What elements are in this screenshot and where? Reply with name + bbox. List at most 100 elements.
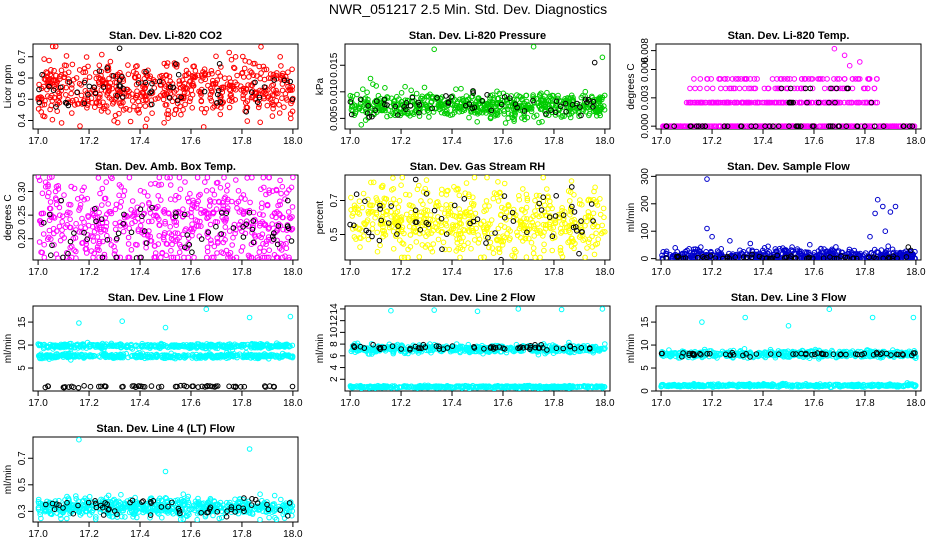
data-point bbox=[384, 113, 390, 120]
data-point bbox=[276, 102, 282, 108]
data-point bbox=[531, 233, 538, 239]
data-point bbox=[456, 104, 462, 110]
data-point bbox=[533, 112, 540, 119]
x-tick-label: 17.4 bbox=[442, 398, 462, 409]
data-point bbox=[112, 79, 118, 85]
data-point bbox=[348, 194, 354, 201]
data-point bbox=[660, 249, 667, 255]
data-point bbox=[85, 63, 91, 70]
y-tick-label: 0.5 bbox=[17, 92, 28, 106]
data-point bbox=[65, 102, 72, 109]
data-point bbox=[89, 223, 96, 230]
data-point bbox=[263, 191, 269, 198]
data-point bbox=[835, 123, 842, 129]
data-point bbox=[838, 249, 845, 256]
data-point bbox=[889, 246, 896, 253]
data-point bbox=[178, 94, 184, 101]
data-point bbox=[271, 343, 277, 349]
data-point bbox=[789, 244, 795, 250]
data-point bbox=[259, 90, 266, 96]
data-point bbox=[697, 76, 704, 82]
data-point bbox=[50, 214, 57, 220]
data-point bbox=[826, 123, 832, 129]
data-point bbox=[116, 45, 123, 52]
data-point bbox=[349, 213, 356, 219]
data-point bbox=[126, 107, 133, 113]
data-point bbox=[523, 204, 530, 211]
data-point bbox=[201, 88, 208, 95]
data-point bbox=[202, 208, 208, 214]
data-point bbox=[94, 234, 101, 240]
data-point bbox=[139, 213, 145, 220]
data-point bbox=[405, 110, 412, 117]
data-point bbox=[756, 253, 763, 260]
data-point bbox=[235, 188, 242, 194]
data-point bbox=[458, 238, 465, 245]
data-point bbox=[227, 341, 233, 347]
data-point bbox=[495, 225, 502, 232]
data-point bbox=[563, 224, 570, 231]
data-point bbox=[403, 211, 410, 218]
data-point bbox=[442, 210, 448, 217]
data-point bbox=[877, 123, 883, 129]
data-point bbox=[220, 202, 226, 209]
data-point bbox=[259, 254, 266, 260]
data-point bbox=[846, 246, 853, 253]
data-point bbox=[108, 175, 114, 180]
data-point bbox=[175, 209, 182, 216]
data-point bbox=[142, 342, 149, 349]
data-point bbox=[824, 99, 830, 106]
data-point bbox=[274, 237, 280, 244]
data-point bbox=[893, 123, 900, 129]
data-point bbox=[585, 97, 592, 103]
data-point bbox=[456, 192, 463, 199]
data-point bbox=[189, 249, 195, 255]
data-point bbox=[467, 218, 474, 225]
data-point bbox=[697, 99, 704, 106]
data-point bbox=[285, 209, 292, 215]
data-point bbox=[103, 179, 109, 185]
data-point bbox=[188, 87, 195, 93]
panel-title: Stan. Dev. Amb. Box Temp. bbox=[95, 161, 236, 173]
data-point bbox=[256, 223, 263, 229]
data-point bbox=[549, 233, 556, 239]
data-point bbox=[62, 71, 68, 77]
data-point bbox=[79, 215, 85, 222]
data-point bbox=[246, 74, 252, 80]
data-point bbox=[96, 383, 102, 390]
data-point bbox=[577, 104, 583, 110]
x-tick-label: 17.8 bbox=[544, 398, 564, 409]
data-point bbox=[202, 384, 208, 390]
data-point bbox=[147, 210, 154, 216]
data-point bbox=[851, 247, 858, 254]
data-point bbox=[250, 60, 256, 67]
data-point bbox=[373, 195, 380, 201]
data-point bbox=[132, 74, 139, 81]
data-point bbox=[104, 65, 110, 71]
data-point bbox=[81, 100, 88, 107]
data-point bbox=[514, 229, 520, 236]
data-point bbox=[463, 210, 469, 216]
data-point bbox=[407, 232, 414, 238]
data-point bbox=[407, 218, 413, 224]
data-point bbox=[749, 248, 756, 255]
data-point bbox=[585, 239, 592, 245]
data-point bbox=[270, 71, 277, 78]
data-point bbox=[172, 352, 178, 358]
data-point bbox=[896, 255, 902, 260]
data-point bbox=[369, 226, 376, 232]
data-point bbox=[769, 76, 776, 82]
data-point bbox=[410, 111, 417, 117]
data-point bbox=[143, 69, 149, 75]
data-point bbox=[47, 352, 54, 359]
data-point bbox=[369, 105, 376, 112]
data-point bbox=[494, 88, 500, 95]
data-point bbox=[134, 63, 140, 69]
data-point bbox=[241, 383, 248, 390]
data-point bbox=[399, 110, 406, 116]
data-point bbox=[501, 180, 508, 187]
data-point bbox=[559, 253, 566, 260]
data-point bbox=[244, 118, 251, 124]
data-point bbox=[200, 345, 206, 351]
y-tick-label: 0.4 bbox=[17, 113, 28, 127]
